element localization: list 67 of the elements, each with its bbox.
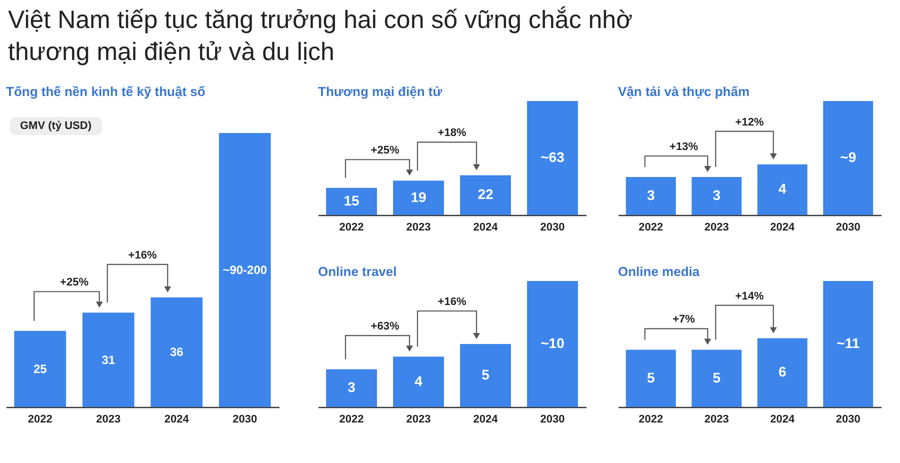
data-label: 5 [712,369,721,386]
x-tick-label: 2024 [164,414,190,426]
chart-title: Online media [618,264,700,279]
x-tick-label: 2030 [232,414,258,426]
x-tick-label: 2022 [28,414,52,426]
x-tick-label: 2030 [540,414,565,426]
annotation: +13% [670,141,698,153]
x-tick-label: 2023 [406,414,431,426]
x-tick-label: 2024 [770,414,796,426]
x-tick-label: 2022 [638,222,664,234]
bar [82,312,134,407]
bar [326,369,377,407]
data-label: 5 [646,369,655,386]
bar [527,101,578,215]
data-label: 3 [348,379,356,396]
data-label: 6 [778,364,786,380]
data-label: ~9 [840,149,856,165]
bar [326,188,377,215]
chart-title: Online travel [318,264,397,279]
data-label: 15 [344,192,360,208]
annotation: +16% [128,249,157,262]
data-label: 36 [170,345,184,360]
data-label: 25 [33,362,48,376]
data-label: ~90-200 [222,263,268,277]
bar [460,344,511,407]
x-tick-label: 2023 [96,414,121,426]
x-tick-label: 2022 [339,222,364,234]
x-tick-label: 2023 [704,414,729,426]
bar [14,330,66,407]
data-label: 5 [482,366,490,382]
annotation: +63% [370,320,400,333]
x-tick-label: 2023 [406,222,431,234]
x-tick-label: 2024 [473,414,499,426]
chart-title: Việt Nam tiếp tục tăng trưởng hai con số vững chắc nhờ thương mại điện tử và du lịch [8,5,634,68]
bar [150,297,203,407]
bar [460,175,511,215]
data-label: 3 [646,187,655,203]
x-tick-label: 2024 [473,222,499,234]
annotation: +12% [735,116,764,128]
bar [393,180,444,215]
annotation: +25% [60,276,89,289]
x-tick-label: 2023 [704,222,729,234]
data-label: ~63 [540,149,565,165]
x-tick-label: 2022 [339,414,364,426]
bar [527,281,578,407]
data-label: 4 [414,372,423,389]
x-tick-label: 2030 [836,222,860,234]
data-label: 22 [478,186,494,202]
data-label: 31 [102,352,116,367]
data-label: ~11 [836,335,860,351]
bar [393,356,444,407]
x-tick-label: 2022 [638,414,664,426]
x-tick-label: 2030 [836,414,860,426]
data-label: 4 [778,180,786,197]
chart-title: Thương mại điện tử [318,84,443,99]
data-label: 3 [712,187,721,203]
annotation: +14% [735,290,764,302]
x-tick-label: 2024 [770,222,796,234]
x-tick-label: 2030 [540,222,565,234]
annotation: +18% [438,127,466,140]
y-axis-title: GMV (tỷ USD) [10,117,102,135]
data-label: ~10 [540,335,565,351]
annotation: +16% [438,296,466,308]
data-label: 19 [410,188,426,205]
annotation: +25% [370,144,400,157]
annotation: +7% [672,314,696,326]
bar [218,133,271,407]
